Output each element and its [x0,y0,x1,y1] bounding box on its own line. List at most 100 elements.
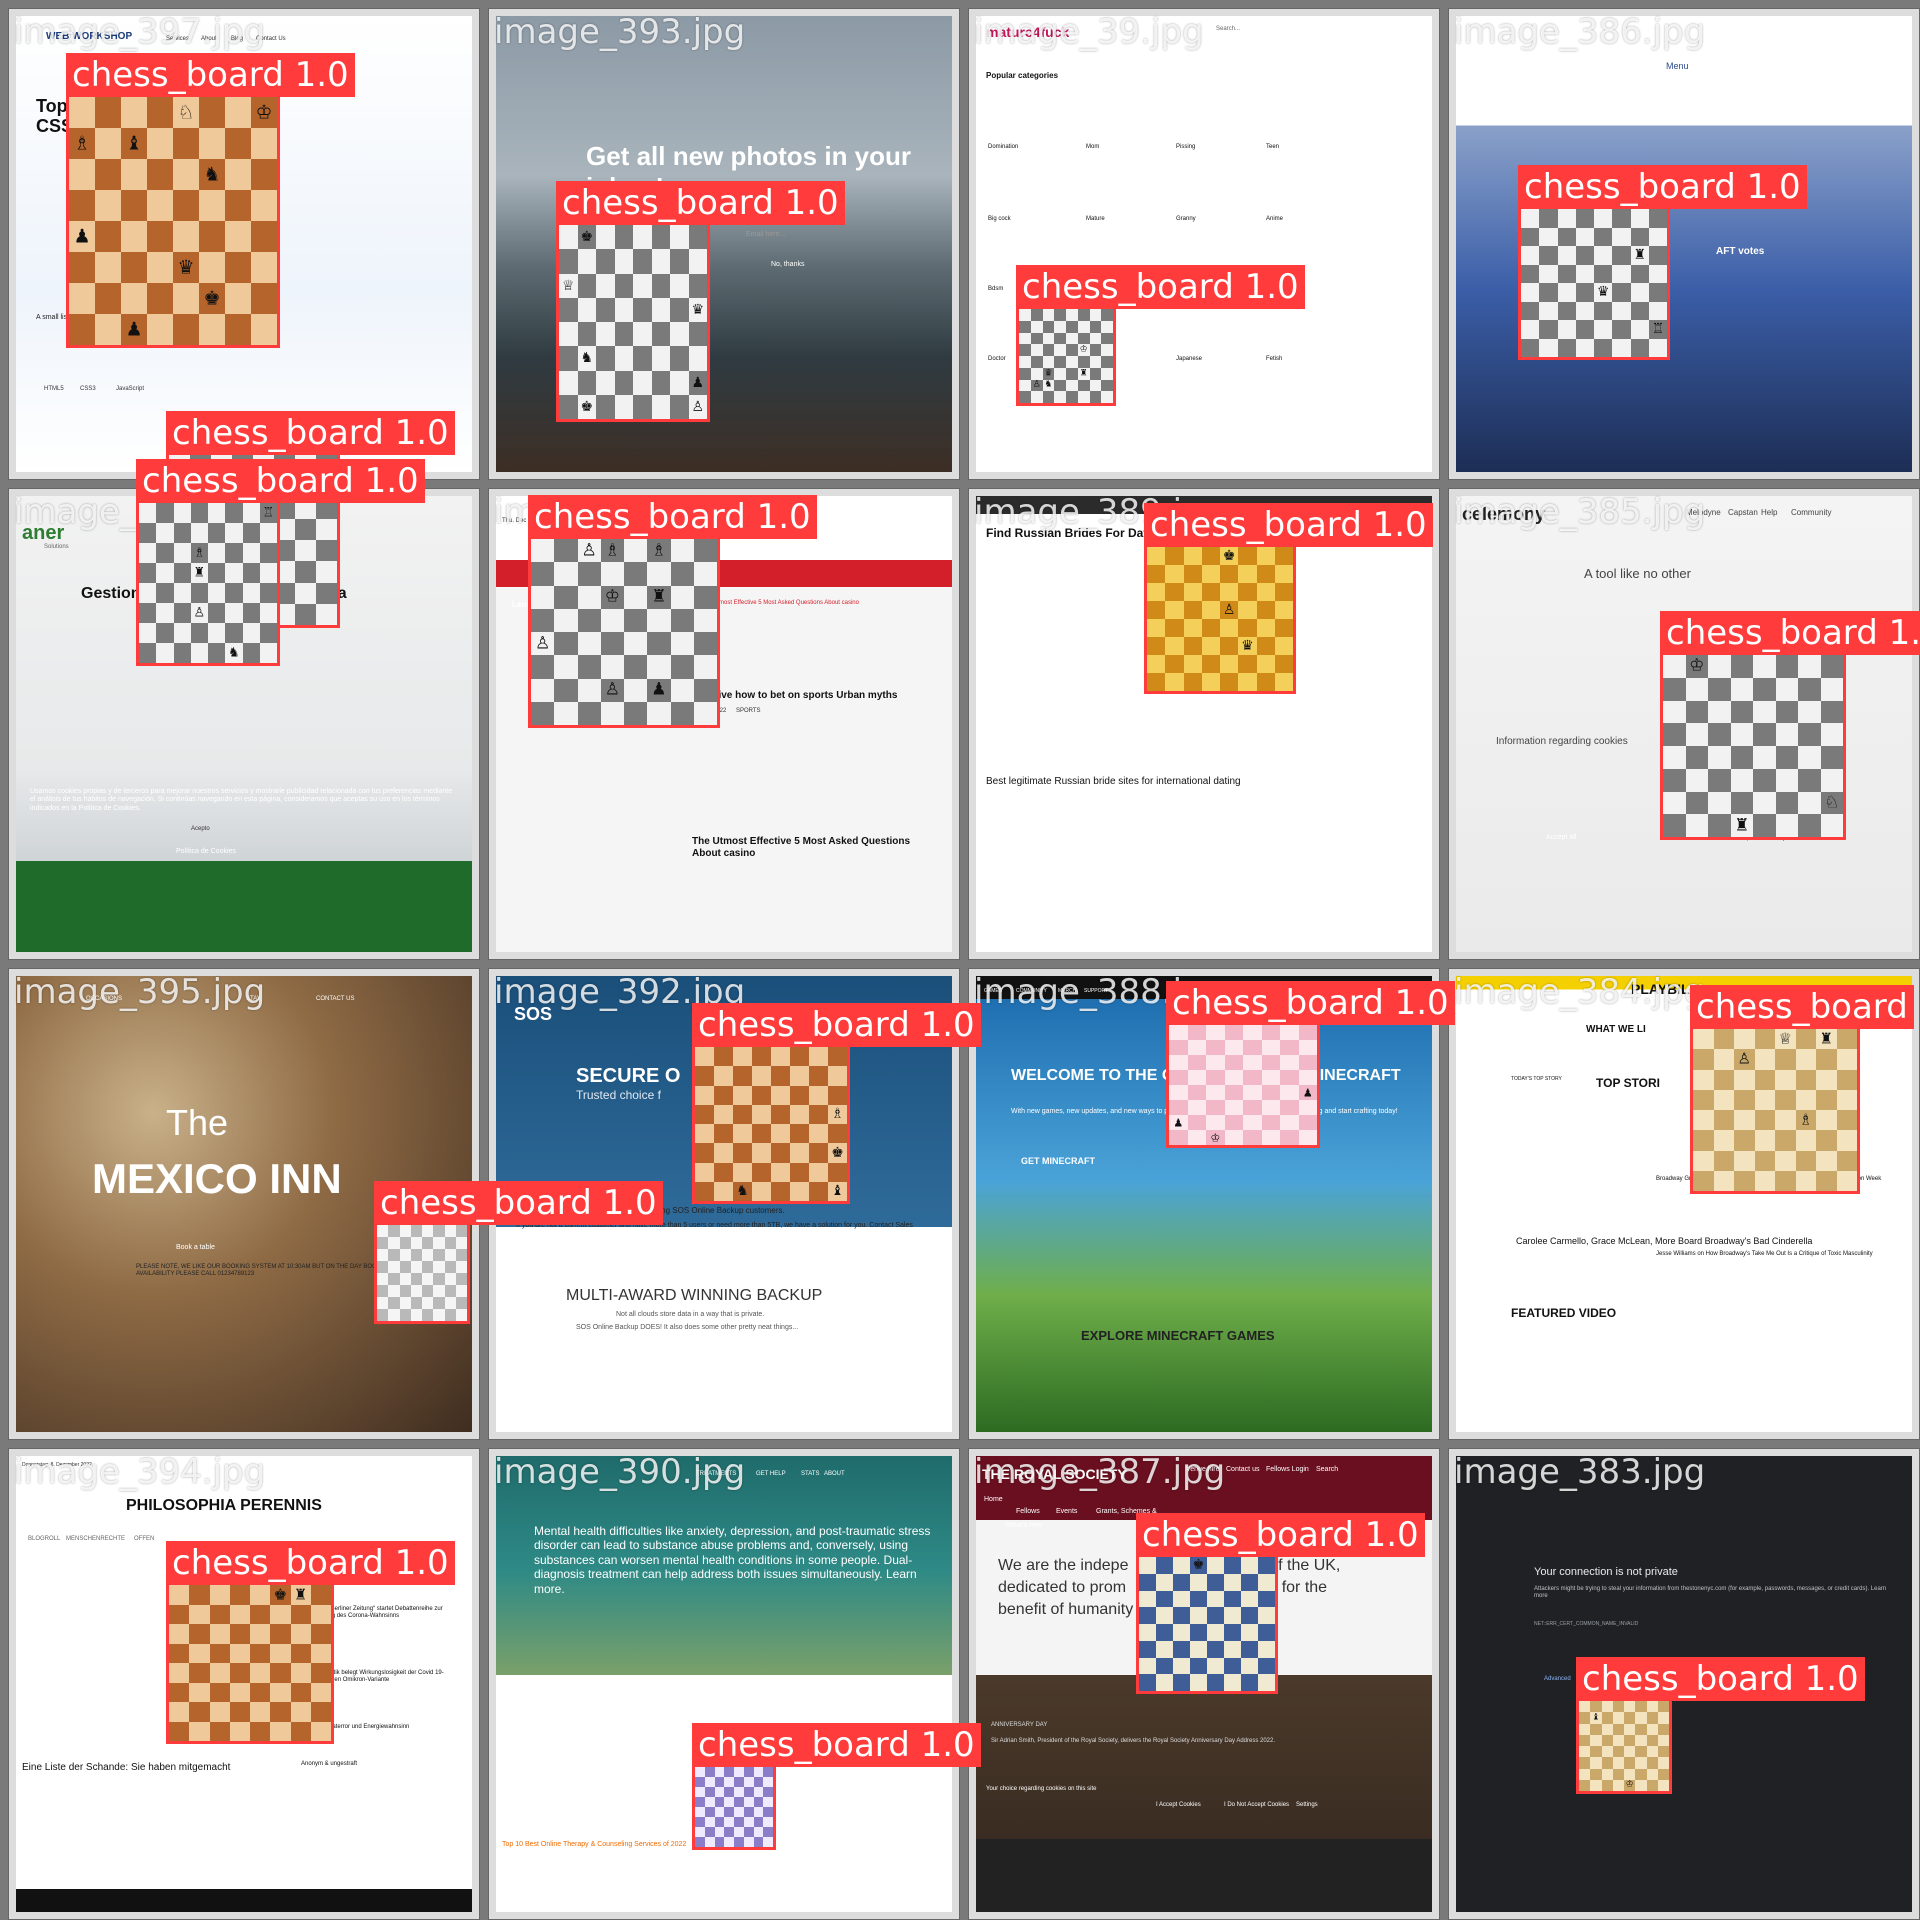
scene-text: dedicated to prom [998,1579,1127,1596]
board-square [1798,814,1821,837]
scene-text: Usamos cookies propias y de terceros par… [30,788,453,812]
board-square [1601,1768,1613,1780]
board-square [209,1604,230,1624]
board-square [444,1237,456,1249]
board-square [651,273,670,298]
board-square [1258,1674,1275,1691]
board-square [531,655,555,679]
board-square: ♚ [199,283,225,314]
board-square [1019,320,1031,333]
board-square [1139,1624,1156,1641]
chess-piece-icon: ♜ [651,586,667,607]
board-square [1183,547,1202,565]
chess-piece-icon: ♙ [193,605,206,621]
board-square [600,655,624,679]
board-square [1820,655,1843,678]
scene-text: CSS [36,116,74,136]
board-square [1165,601,1184,619]
board-square: ♙ [1030,379,1043,392]
board-square [1156,1674,1173,1691]
board-square [1521,301,1540,320]
board-square [455,1273,467,1285]
board-square [1693,1150,1714,1171]
board-square [242,523,260,543]
board-square [1042,356,1055,368]
board-square [1685,768,1708,792]
board-square [1657,1734,1669,1746]
board-square [242,583,260,603]
board-square [1101,391,1113,403]
board-square [670,655,694,679]
board-square [1066,367,1078,380]
board-square [139,603,157,623]
scene-text: SECURE O [576,1065,681,1087]
board-square [695,1817,705,1827]
board-square [1646,1712,1658,1724]
board-square [250,1663,271,1683]
board-square [225,523,243,543]
board-square [1663,814,1686,837]
board-square: ♚ [1190,1557,1207,1574]
board-square [688,346,707,371]
board-square [1612,338,1631,357]
board-square [1173,1640,1190,1658]
chess-piece-icon: ♜ [1819,1029,1833,1048]
board-square [1206,1040,1225,1055]
board-square [1734,1130,1755,1151]
detection-box: ♕ ♜ ♙ ♗ chess_board [1690,985,1914,1194]
scene-text: MULTI-AWARD WINNING BACKUP [566,1287,823,1304]
board-square: ♚ [577,225,596,250]
board-square [1557,209,1576,228]
board-square [1173,1557,1190,1574]
board-square [733,1085,752,1105]
board-square [670,370,689,395]
board-square [647,655,671,679]
chess-board: ♔ ♘ ♜ [1663,655,1843,837]
board-square [310,1682,331,1702]
board-square [1183,673,1202,691]
board-square [670,249,689,274]
board-square [1575,338,1594,357]
board-square [1601,1757,1613,1769]
board-square [733,1124,752,1144]
board-square [647,701,671,725]
board-square [704,1777,715,1787]
board-square [433,1237,445,1249]
board-square [1663,746,1686,769]
board-square [242,643,260,663]
board-square [1708,746,1731,769]
board-square [1795,1089,1816,1110]
board-square [444,1285,456,1297]
board-square [1612,1746,1624,1758]
board-square [724,1777,734,1787]
board-square: ♝ [121,128,147,159]
board-square [1663,700,1686,724]
scene-text: Solutions [44,544,69,550]
board-square [693,655,717,679]
board-square [1066,309,1078,321]
board-square [1224,1130,1243,1145]
board-square [633,322,652,347]
board-square [1693,1049,1714,1070]
board-square [1730,677,1753,701]
board-square [1089,344,1102,356]
board-square [559,225,578,250]
board-square [1183,583,1202,601]
board-square [422,1249,434,1261]
scene-nav-text: Contact us [1226,1466,1260,1473]
board-square [670,394,689,419]
board-square [1042,332,1055,345]
board-square [225,603,243,623]
board-square: ♙ [577,539,601,563]
board-square [828,1124,847,1144]
board-square [1579,1712,1591,1724]
board-square [1019,309,1031,321]
board-square [316,540,337,562]
board-square [554,701,578,725]
board-square [624,655,648,679]
board-square [596,225,615,250]
board-square [734,1767,744,1777]
scene-text: Trusted choice f [576,1088,661,1102]
board-square [693,678,717,702]
board-square [444,1297,456,1309]
